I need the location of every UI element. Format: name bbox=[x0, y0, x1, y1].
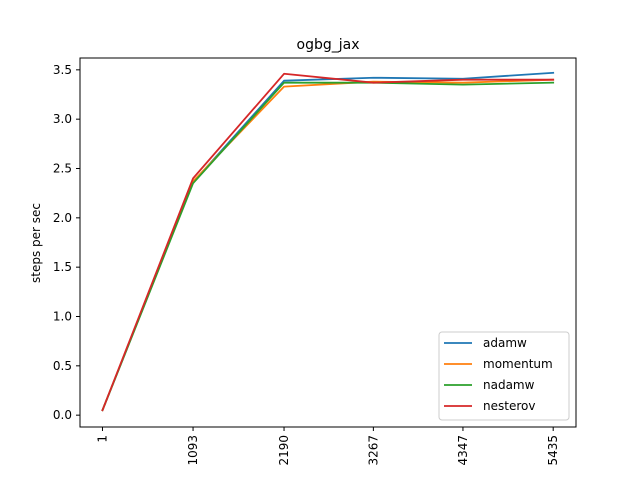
x-tick-label: 3267 bbox=[366, 435, 380, 466]
legend-label-nesterov: nesterov bbox=[483, 399, 535, 413]
y-tick-label: 1.5 bbox=[53, 260, 72, 274]
legend: adamw momentum nadamw nesterov bbox=[438, 331, 570, 421]
plot-frame bbox=[79, 57, 577, 428]
series-line-nadamw bbox=[101, 81, 555, 412]
y-tick-label: 3.5 bbox=[53, 63, 72, 77]
chart-title: ogbg_jax bbox=[297, 37, 360, 53]
legend-label-momentum: momentum bbox=[483, 357, 553, 371]
x-tick-label: 5435 bbox=[546, 435, 560, 466]
legend-label-nadamw: nadamw bbox=[483, 378, 535, 392]
y-tick-label: 1.0 bbox=[53, 309, 72, 323]
y-tick-label: 2.5 bbox=[53, 162, 72, 176]
series-layer bbox=[101, 71, 555, 412]
axes-layer: 0.0 0.5 1.0 1.5 2.0 2.5 3.0 3.5 1 1093 2190 3267 434… bbox=[53, 57, 577, 466]
y-tick-label: 2.0 bbox=[53, 211, 72, 225]
x-tick-label: 4347 bbox=[456, 435, 470, 466]
y-tick-label: 0.5 bbox=[53, 359, 72, 373]
legend-frame bbox=[438, 331, 570, 421]
legend-label-adamw: adamw bbox=[483, 336, 527, 350]
y-axis-label: steps per sec bbox=[29, 203, 43, 283]
x-tick-label: 2190 bbox=[277, 435, 291, 466]
y-tick-label: 3.0 bbox=[53, 112, 72, 126]
y-tick-label: 0.0 bbox=[53, 408, 72, 422]
x-tick-label: 1093 bbox=[186, 435, 200, 466]
series-line-nesterov bbox=[101, 72, 555, 412]
x-tick-label: 1 bbox=[95, 435, 109, 443]
